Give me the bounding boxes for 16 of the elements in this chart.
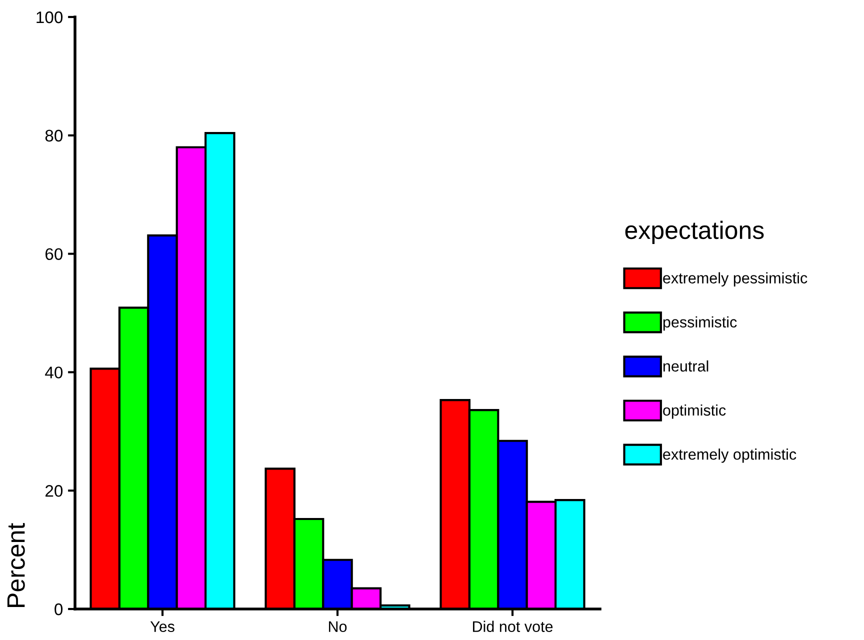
x-tick-label: Did not vote — [472, 620, 553, 632]
y-tick-label: 0 — [54, 603, 63, 616]
y-tick-label: 60 — [46, 248, 63, 260]
legend-label: pessimistic — [663, 316, 737, 331]
legend-label: neutral — [663, 360, 708, 372]
legend-label: extremely pessimistic — [663, 272, 808, 286]
x-tick-label: No — [328, 621, 347, 632]
y-tick-label: 40 — [45, 366, 63, 378]
legend-label: extremely optimistic — [663, 448, 796, 463]
legend-label: optimistic — [663, 404, 726, 419]
legend-title: expectations — [625, 220, 764, 244]
y-axis-title: Percent — [7, 523, 25, 607]
y-tick-label: 80 — [45, 130, 63, 142]
x-tick-label: Yes — [150, 621, 174, 632]
y-tick-label: 20 — [45, 485, 63, 497]
y-tick-label: 100 — [36, 11, 63, 24]
